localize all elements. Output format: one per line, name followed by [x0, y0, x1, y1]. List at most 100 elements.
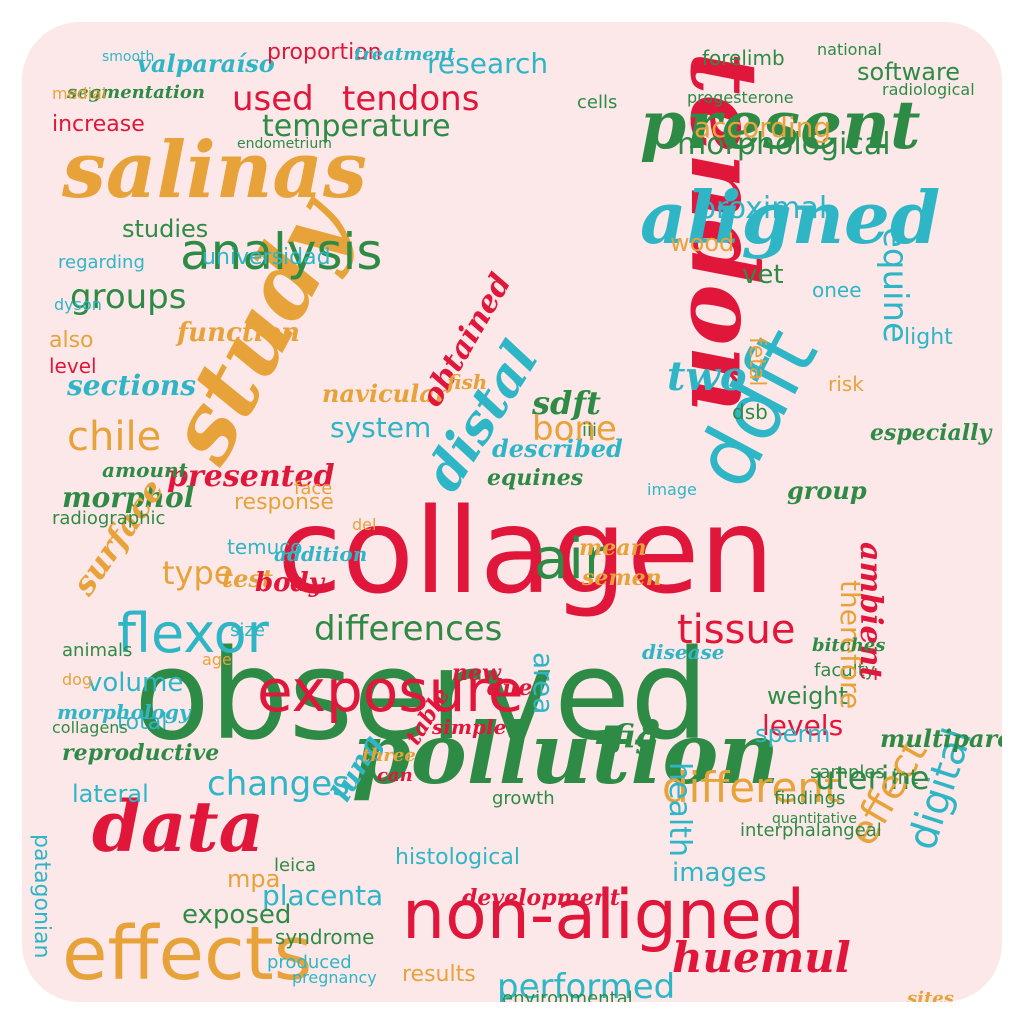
word-dyson: dyson [54, 295, 102, 314]
word-pregnancy: pregnancy [292, 968, 377, 987]
word-face: face [294, 478, 333, 499]
word-group: group [787, 476, 867, 505]
word-samples: samples [810, 762, 885, 783]
word-used: used [232, 79, 314, 119]
word-iii: iii [582, 420, 598, 441]
word-described: described [492, 434, 623, 463]
word-smooth: smooth [102, 49, 155, 65]
word-progesterone: progesterone [687, 88, 794, 107]
word-patagonian: patagonian [29, 834, 54, 959]
word-salinas: salinas [62, 125, 367, 216]
word-health: health [662, 762, 697, 857]
word-image: image [647, 480, 697, 499]
word-body: body [255, 568, 324, 598]
word-age: age [202, 650, 232, 669]
word-groups: groups [70, 277, 187, 317]
word-exposed: exposed [182, 900, 292, 930]
word-presented: presented [167, 459, 335, 494]
word-air: air [534, 527, 607, 592]
word-onee: onee [812, 278, 862, 302]
word-morphology: morphology [57, 700, 191, 724]
word-addition: addition [274, 542, 368, 566]
word-bitches: bitches [812, 635, 886, 656]
word-also: also [49, 328, 94, 353]
word-quantitative: quantitative [772, 811, 857, 827]
word-observed: observed [134, 624, 709, 768]
word-fetal: fetal [744, 337, 769, 387]
word-equines: equines [487, 465, 584, 491]
word-wood: wood [670, 229, 735, 257]
word-data: data [92, 785, 264, 868]
word-increase: increase [52, 112, 145, 137]
word-temperature: temperature [262, 109, 451, 144]
word-mean: mean [579, 535, 647, 561]
word-performed: performed [497, 967, 676, 1002]
word-morphol: morphol [62, 481, 195, 514]
word-fish: fish [447, 370, 488, 394]
word-leica: leica [274, 855, 317, 876]
word-weight: weight [767, 682, 848, 710]
word-radiological: radiological [882, 80, 975, 99]
word-function: function [177, 318, 300, 348]
word-three: three [362, 745, 416, 766]
word-aligned: aligned [640, 175, 941, 260]
word-risk: risk [828, 372, 864, 396]
word-animals: animals [62, 640, 133, 661]
word-faculty: faculty [814, 660, 876, 681]
word-bone: bone [532, 409, 617, 449]
word-int: int [892, 765, 919, 789]
word-analysis: analysis [180, 223, 383, 281]
word-disease: disease [642, 640, 725, 664]
word-response: response [234, 490, 334, 515]
word-type: type [162, 554, 234, 592]
word-national: national [817, 40, 882, 59]
word-non-aligned: non-aligned [402, 876, 806, 955]
word-results: results [402, 962, 476, 987]
word-ambient: ambient [853, 542, 888, 681]
word-universidad: universidad [202, 245, 331, 270]
word-present: present [640, 86, 921, 164]
word-tendons: tendons [342, 79, 480, 119]
word-exposure: exposure [257, 657, 524, 725]
word-light: light [904, 325, 953, 350]
word-research: research [427, 47, 549, 80]
word-growth: growth [492, 788, 555, 809]
word-interphalangeal: interphalangeal [740, 820, 882, 841]
word-software: software [857, 58, 961, 86]
word-differences: differences [314, 609, 503, 649]
word-due: due [487, 675, 533, 701]
word-test: test [222, 564, 273, 593]
word-chile: chile [67, 414, 162, 460]
word-according: according [694, 111, 832, 144]
word-endometrium: endometrium [237, 136, 332, 152]
word-collagen: collagen [277, 482, 775, 620]
word-system: system [330, 411, 432, 444]
word-cloud: collagen observed tendon study pollution non-… [22, 22, 1002, 1002]
word-vet: vet [742, 260, 784, 290]
word-huemul: huemul [672, 933, 851, 982]
word-flexor: flexor [117, 602, 269, 665]
word-temuco: temuco [227, 535, 303, 559]
word-amount: amount [102, 458, 188, 482]
word-uterine: uterine [815, 759, 930, 797]
word-new: new [452, 660, 501, 686]
word-especially: especially [870, 420, 992, 446]
word-pollution: pollution [352, 704, 780, 803]
word-histological: histological [395, 845, 520, 870]
word-two: two [667, 353, 747, 400]
word-findings: findings [774, 788, 846, 809]
word-segmentation: segmentation [67, 82, 205, 103]
word-total: total [117, 710, 168, 735]
word-size: size [230, 620, 265, 641]
word-regarding: regarding [58, 252, 145, 273]
word-valpara-so: valparaíso [137, 49, 275, 78]
word-sites: sites [907, 988, 954, 1003]
word-radiographic: radiographic [52, 508, 166, 529]
word-medial: medial [52, 84, 107, 103]
word-simple: simple [432, 715, 507, 739]
word-syndrome: syndrome [275, 925, 375, 949]
word-semen: semen [582, 565, 662, 591]
word-multiparous: multiparous [880, 724, 1002, 753]
word-placenta: placenta [262, 879, 384, 912]
word-mpa: mpa [227, 865, 281, 893]
